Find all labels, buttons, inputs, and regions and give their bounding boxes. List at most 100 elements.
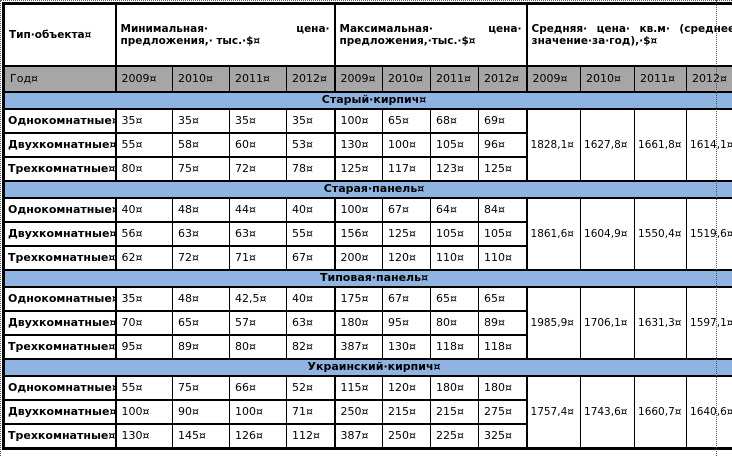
avg-price-cell: 1597,1¤ bbox=[686, 286, 732, 360]
min-price-cell: 72¤ bbox=[172, 245, 230, 271]
year-cell: 2011¤ bbox=[634, 65, 688, 93]
avg-price-cell: 1706,1¤ bbox=[580, 286, 636, 360]
min-price-cell: 130¤ bbox=[114, 423, 173, 450]
max-price-cell: 125¤ bbox=[382, 221, 432, 247]
min-price-cell: 65¤ bbox=[172, 310, 230, 336]
max-price-cell: 65¤ bbox=[478, 286, 528, 312]
year-cell: 2011¤ bbox=[430, 65, 480, 93]
section-band-row: Типовая·панель¤ bbox=[2, 269, 732, 288]
min-price-cell: 126¤ bbox=[229, 423, 287, 450]
max-price-cell: 65¤ bbox=[430, 286, 480, 312]
max-price-cell: 80¤ bbox=[430, 310, 480, 336]
row-label: Однокомнатные¤ bbox=[3, 108, 116, 134]
max-price-cell: 200¤ bbox=[333, 245, 384, 271]
min-price-cell: 62¤ bbox=[114, 245, 173, 271]
table-row: Трехкомнатные¤ 95¤ 89¤ 80¤ 82¤ 387¤ 130¤ 118¤ 11… bbox=[3, 334, 732, 360]
year-cell: 2012¤ bbox=[478, 65, 528, 93]
year-cell: 2011¤ bbox=[229, 65, 287, 93]
table-row: Трехкомнатные¤ 80¤ 75¤ 72¤ 78¤ 125¤ 117¤ 123¤ 12… bbox=[3, 156, 732, 182]
avg-price-cell: 1640,6¤ bbox=[686, 375, 732, 450]
min-price-cell: 75¤ bbox=[172, 156, 230, 182]
min-price-cell: 52¤ bbox=[285, 375, 336, 401]
section-band-row: Старая·панель¤ bbox=[2, 180, 732, 199]
min-price-cell: 35¤ bbox=[285, 108, 336, 134]
max-price-cell: 118¤ bbox=[478, 334, 528, 360]
max-price-cell: 130¤ bbox=[382, 334, 432, 360]
max-price-header: Максимальная· цена· предложения,·тыс.·$¤ bbox=[333, 2, 528, 67]
min-price-cell: 63¤ bbox=[229, 221, 287, 247]
min-price-cell: 82¤ bbox=[285, 334, 336, 360]
year-cell: 2009¤ bbox=[525, 65, 582, 93]
min-price-cell: 66¤ bbox=[229, 375, 287, 401]
row-label: Однокомнатные¤ bbox=[3, 286, 116, 312]
year-cell: 2010¤ bbox=[172, 65, 230, 93]
avg-price-cell: 1861,6¤ bbox=[525, 197, 582, 271]
section-title: Старый·кирпич¤ bbox=[2, 91, 732, 110]
max-price-cell: 115¤ bbox=[333, 375, 384, 401]
year-cell: 2010¤ bbox=[382, 65, 432, 93]
section-band-row: Старый·кирпич¤ bbox=[2, 91, 732, 110]
min-price-cell: 40¤ bbox=[114, 197, 173, 223]
max-price-cell: 65¤ bbox=[382, 108, 432, 134]
avg-price-cell: 1614,1¤ bbox=[686, 108, 732, 182]
min-price-cell: 44¤ bbox=[229, 197, 287, 223]
min-price-cell: 35¤ bbox=[229, 108, 287, 134]
min-price-header: Минимальная· цена· предложения,· тыс.·$¤ bbox=[114, 2, 336, 67]
year-header-row: Год¤ 2009¤ 2010¤ 2011¤ 2012¤ 2009¤ 2010¤… bbox=[3, 65, 732, 93]
max-price-cell: 118¤ bbox=[430, 334, 480, 360]
row-label: Двухкомнатные¤ bbox=[3, 132, 116, 158]
avg-price-cell: 1985,9¤ bbox=[525, 286, 582, 360]
max-price-cell: 96¤ bbox=[478, 132, 528, 158]
row-label: Двухкомнатные¤ bbox=[3, 310, 116, 336]
max-price-cell: 64¤ bbox=[430, 197, 480, 223]
max-price-cell: 120¤ bbox=[382, 245, 432, 271]
max-price-cell: 215¤ bbox=[382, 399, 432, 425]
avg-price-header: Средняя· цена· кв.м· (среднее· значение·… bbox=[525, 2, 732, 67]
avg-price-cell: 1631,3¤ bbox=[634, 286, 688, 360]
table-row: Однокомнатные¤ 35¤ 35¤ 35¤ 35¤ 100¤ 65¤ 68¤ 69¤ 1… bbox=[3, 108, 732, 182]
table-row: Однокомнатные¤ 55¤ 75¤ 66¤ 52¤ 115¤ 120¤ 180¤ 18… bbox=[3, 375, 732, 450]
max-price-cell: 69¤ bbox=[478, 108, 528, 134]
row-label: Трехкомнатные¤ bbox=[3, 156, 116, 182]
real-estate-price-table: Тип·объекта¤ Минимальная· цена· предложе… bbox=[2, 2, 732, 450]
min-price-cell: 95¤ bbox=[114, 334, 173, 360]
min-price-cell: 78¤ bbox=[285, 156, 336, 182]
row-label: Трехкомнатные¤ bbox=[3, 334, 116, 360]
max-price-cell: 67¤ bbox=[382, 286, 432, 312]
text-boundary-top-line bbox=[0, 0, 732, 1]
max-price-cell: 225¤ bbox=[430, 423, 480, 450]
max-price-cell: 89¤ bbox=[478, 310, 528, 336]
min-price-cell: 53¤ bbox=[285, 132, 336, 158]
section-title: Типовая·панель¤ bbox=[2, 269, 732, 288]
min-price-cell: 40¤ bbox=[285, 286, 336, 312]
table-row: Двухкомнатные¤ 55¤ 58¤ 60¤ 53¤ 130¤ 100¤ 105¤ 96… bbox=[3, 132, 732, 158]
avg-price-cell: 1660,7¤ bbox=[634, 375, 688, 450]
max-price-cell: 175¤ bbox=[333, 286, 384, 312]
min-price-cell: 63¤ bbox=[285, 310, 336, 336]
avg-price-cell: 1604,9¤ bbox=[580, 197, 636, 271]
max-price-cell: 387¤ bbox=[333, 334, 384, 360]
section-band-row: Украинский·кирпич¤ bbox=[2, 358, 732, 377]
min-price-cell: 80¤ bbox=[114, 156, 173, 182]
type-of-object-header: Тип·объекта¤ bbox=[3, 2, 116, 67]
min-price-cell: 48¤ bbox=[172, 286, 230, 312]
max-price-cell: 250¤ bbox=[382, 423, 432, 450]
section-title: Украинский·кирпич¤ bbox=[2, 358, 732, 377]
year-cell: 2009¤ bbox=[114, 65, 173, 93]
text-boundary-left-line bbox=[0, 0, 1, 456]
avg-price-cell: 1743,6¤ bbox=[580, 375, 636, 450]
row-label: Трехкомнатные¤ bbox=[3, 423, 116, 450]
max-price-cell: 84¤ bbox=[478, 197, 528, 223]
max-price-cell: 275¤ bbox=[478, 399, 528, 425]
min-price-cell: 60¤ bbox=[229, 132, 287, 158]
max-price-cell: 68¤ bbox=[430, 108, 480, 134]
max-price-cell: 110¤ bbox=[478, 245, 528, 271]
table-row: Трехкомнатные¤ 62¤ 72¤ 71¤ 67¤ 200¤ 120¤ 110¤ 11… bbox=[3, 245, 732, 271]
avg-price-cell: 1828,1¤ bbox=[525, 108, 582, 182]
max-price-cell: 100¤ bbox=[382, 132, 432, 158]
max-price-cell: 110¤ bbox=[430, 245, 480, 271]
min-price-cell: 48¤ bbox=[172, 197, 230, 223]
table-row: Двухкомнатные¤ 56¤ 63¤ 63¤ 55¤ 156¤ 125¤ 105¤ 10… bbox=[3, 221, 732, 247]
min-price-cell: 71¤ bbox=[229, 245, 287, 271]
